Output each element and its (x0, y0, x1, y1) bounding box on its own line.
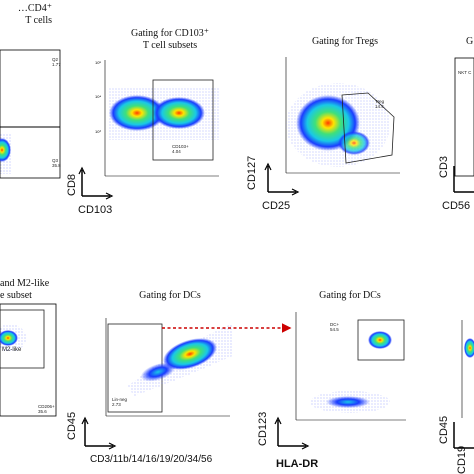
y-axis-label: CD123 (257, 411, 269, 446)
density-plot (105, 318, 232, 417)
x-axis-label: CD25 (262, 200, 291, 212)
gate-label-cd206: CD206+ 35.6 (38, 404, 55, 414)
y-axis-label: CD45 (66, 411, 78, 440)
density-plot (0, 303, 57, 417)
axis-indicator (274, 416, 310, 450)
density-plot: 10⁵ 10⁴ 10³ (95, 60, 219, 177)
svg-text:10³: 10³ (95, 129, 101, 134)
panel-title: Gating for CD103⁺ T cell subsets (130, 28, 210, 51)
gate-label-cd103: CD103+ 4.04 (172, 144, 189, 154)
gate-label-q3: Q3 35.8 (52, 158, 61, 168)
axis-indicator (453, 422, 474, 449)
panel-title: Gating for DCs (139, 290, 201, 301)
gate-label-lin-neg: Lin-neg 2.73 (112, 397, 128, 407)
svg-text:10⁵: 10⁵ (95, 60, 101, 65)
panel-title: G (466, 36, 474, 47)
axis-indicator (81, 416, 117, 450)
y-axis-label-cd45: CD45 (438, 415, 450, 444)
gate-label-q2: Q2 1.77 (52, 57, 61, 67)
density-plot (295, 312, 406, 421)
panel-title: and M2-like e subset (0, 278, 50, 301)
axis-indicator (78, 166, 114, 200)
density-plot (0, 49, 61, 179)
x-axis-label: HLA-DR (276, 458, 319, 470)
gate-flow-arrow (162, 323, 292, 333)
axis-indicator (264, 162, 300, 196)
x-axis-label: CD56 (442, 200, 471, 212)
y-axis-label-cd19: CD19 (456, 445, 468, 474)
y-axis-label: CD127 (246, 155, 258, 190)
gate-label-treg: Treg 14.4 (375, 99, 385, 109)
x-axis-label: CD3/11b/14/16/19/20/34/56 (90, 454, 213, 465)
density-plot (461, 320, 474, 418)
gate-label-dc: DC+ 54.5 (330, 322, 340, 332)
panel-title: …CD4⁺ T cells (17, 3, 52, 26)
x-axis-label: CD103 (78, 204, 113, 216)
panel-title: Gating for Tregs (311, 36, 379, 47)
svg-text:10⁴: 10⁴ (95, 94, 101, 99)
y-axis-label: CD8 (66, 173, 78, 196)
label-m2-like: M2-like (2, 347, 22, 353)
panel-title: Gating for DCs (319, 290, 381, 301)
density-plot (285, 57, 400, 174)
y-axis-label: CD3 (438, 155, 450, 178)
density-plot (454, 57, 474, 177)
axis-indicator (453, 166, 474, 193)
gate-label-nkt: NKT C (458, 70, 472, 75)
